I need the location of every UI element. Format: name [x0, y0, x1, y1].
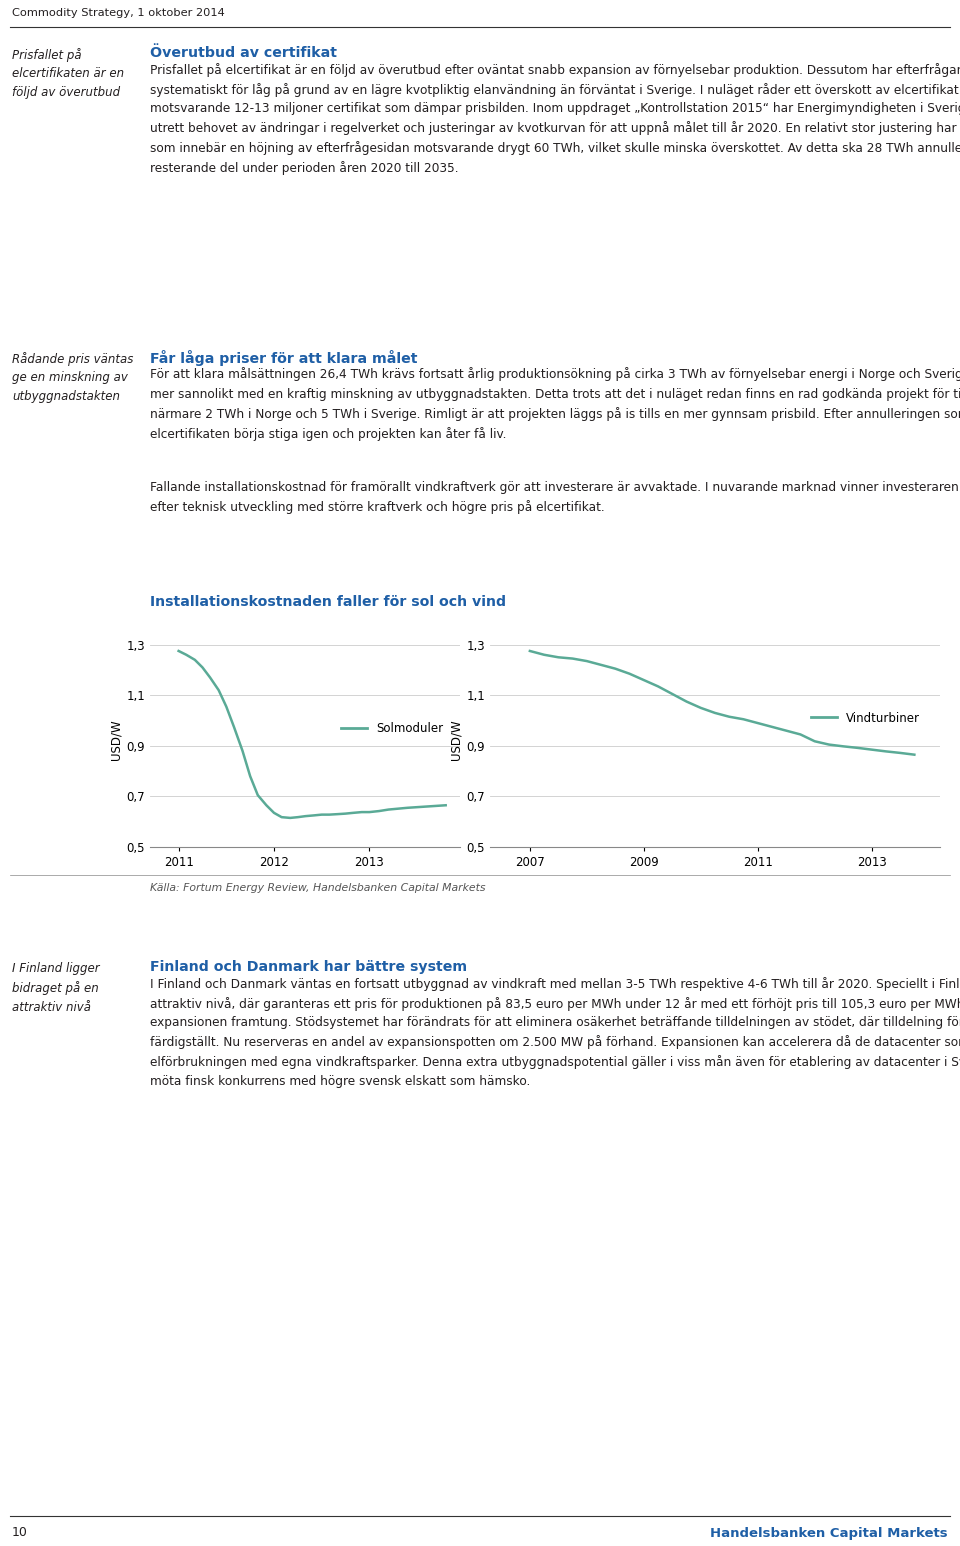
Text: Commodity Strategy, 1 oktober 2014: Commodity Strategy, 1 oktober 2014 [12, 8, 225, 19]
Text: 10: 10 [12, 1526, 28, 1540]
Text: Finland och Danmark har bättre system: Finland och Danmark har bättre system [150, 960, 468, 974]
Text: Prisfallet på
elcertifikaten är en
följd av överutbud: Prisfallet på elcertifikaten är en följd… [12, 48, 124, 99]
Y-axis label: USD/W: USD/W [449, 719, 462, 759]
Text: För att klara målsättningen 26,4 TWh krävs fortsatt årlig produktionsökning på c: För att klara målsättningen 26,4 TWh krä… [150, 366, 960, 441]
Y-axis label: USD/W: USD/W [109, 719, 122, 759]
Legend: Vindturbiner: Vindturbiner [806, 707, 925, 730]
Text: Källa: Fortum Energy Review, Handelsbanken Capital Markets: Källa: Fortum Energy Review, Handelsbank… [150, 883, 486, 894]
Text: Installationskostnaden faller för sol och vind: Installationskostnaden faller för sol oc… [150, 595, 506, 609]
Text: Prisfallet på elcertifikat är en följd av överutbud efter oväntat snabb expansio: Prisfallet på elcertifikat är en följd a… [150, 63, 960, 176]
Text: Handelsbanken Capital Markets: Handelsbanken Capital Markets [710, 1526, 948, 1540]
Text: I Finland ligger
bidraget på en
attraktiv nivå: I Finland ligger bidraget på en attrakti… [12, 962, 100, 1014]
Text: Rådande pris väntas
ge en minskning av
utbyggnadstakten: Rådande pris väntas ge en minskning av u… [12, 352, 133, 404]
Text: Fallande installationskostnad för framörallt vindkraftverk gör att investerare ä: Fallande installationskostnad för framör… [150, 479, 960, 513]
Text: Överutbud av certifikat: Överutbud av certifikat [150, 46, 337, 60]
Legend: Solmoduler: Solmoduler [336, 717, 448, 741]
Text: I Finland och Danmark väntas en fortsatt utbyggnad av vindkraft med mellan 3-5 T: I Finland och Danmark väntas en fortsatt… [150, 977, 960, 1088]
Text: Får låga priser för att klara målet: Får låga priser för att klara målet [150, 349, 418, 366]
